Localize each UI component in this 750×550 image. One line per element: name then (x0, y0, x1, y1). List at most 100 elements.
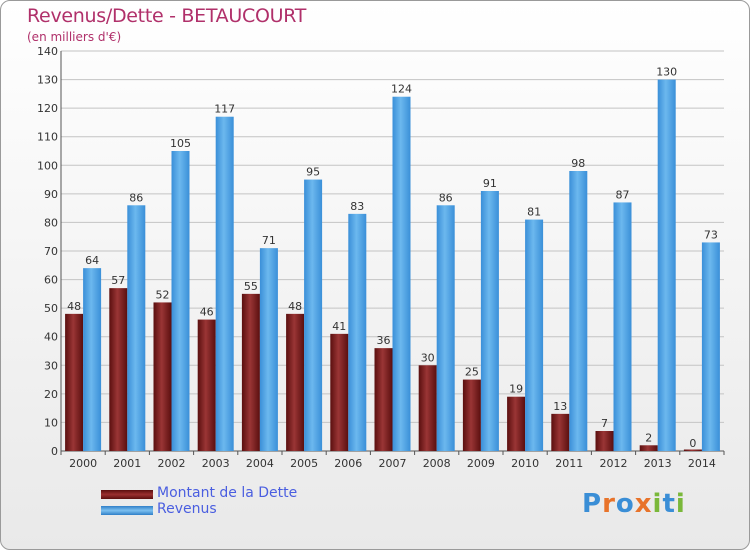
x-tick-label: 2011 (555, 457, 583, 470)
data-label-dette: 46 (200, 306, 214, 319)
y-tick-label: 0 (51, 445, 58, 458)
bar-dette (65, 313, 84, 451)
data-label-dette: 7 (601, 417, 608, 430)
data-label-revenus: 73 (704, 228, 718, 241)
bar-revenus (657, 79, 676, 452)
data-label-revenus: 91 (483, 177, 497, 190)
data-label-dette: 52 (156, 288, 170, 301)
bar-dette (639, 445, 658, 451)
data-label-dette: 2 (645, 431, 652, 444)
data-label-revenus: 124 (391, 83, 412, 96)
y-tick-label: 80 (44, 216, 58, 229)
bar-revenus (215, 116, 234, 451)
data-label-revenus: 86 (439, 191, 453, 204)
logo-letter: r (602, 489, 616, 519)
bar-revenus (613, 202, 632, 451)
data-label-dette: 13 (553, 400, 567, 413)
x-tick-label: 2001 (113, 457, 141, 470)
x-tick-label: 2010 (511, 457, 539, 470)
bar-dette (551, 413, 570, 451)
chart-title: Revenus/Dette - BETAUCOURT (27, 5, 307, 27)
data-label-dette: 57 (111, 274, 125, 287)
data-label-dette: 48 (67, 300, 81, 313)
logo-letter: i (675, 489, 686, 519)
bar-revenus (436, 205, 455, 451)
data-label-revenus: 87 (616, 188, 630, 201)
bar-revenus (171, 151, 190, 451)
data-label-dette: 36 (377, 334, 391, 347)
data-label-revenus: 117 (214, 103, 235, 116)
legend-swatch-dette (101, 490, 153, 499)
data-label-dette: 48 (288, 300, 302, 313)
logo-letter: x (634, 489, 653, 519)
data-label-revenus: 105 (170, 137, 191, 150)
proxiti-logo: Proxiti (582, 489, 686, 519)
y-tick-label: 100 (37, 159, 58, 172)
bar-dette (286, 313, 305, 451)
bar-revenus (392, 96, 411, 451)
bar-revenus (480, 191, 499, 451)
data-label-revenus: 95 (306, 166, 320, 179)
logo-letter: P (582, 489, 603, 519)
x-tick-label: 2000 (69, 457, 97, 470)
data-label-dette: 25 (465, 366, 479, 379)
x-tick-label: 2008 (423, 457, 451, 470)
data-label-dette: 30 (421, 351, 435, 364)
x-tick-label: 2004 (246, 457, 274, 470)
bar-dette (683, 449, 702, 451)
y-tick-label: 30 (44, 359, 58, 372)
x-tick-label: 2014 (688, 457, 716, 470)
x-tick-label: 2006 (334, 457, 362, 470)
data-label-revenus: 83 (350, 200, 364, 213)
bar-dette (462, 379, 481, 451)
bar-dette (197, 319, 216, 451)
bar-dette (330, 333, 349, 451)
y-tick-label: 110 (37, 131, 58, 144)
bar-revenus (127, 205, 146, 451)
x-tick-label: 2005 (290, 457, 318, 470)
data-label-revenus: 130 (656, 66, 677, 79)
y-tick-label: 20 (44, 388, 58, 401)
bar-dette (109, 288, 128, 451)
logo-letter: i (652, 489, 663, 519)
bar-dette (595, 431, 614, 451)
bar-revenus (83, 268, 102, 451)
bar-dette (374, 348, 393, 451)
data-label-revenus: 98 (571, 157, 585, 170)
logo-letter: t (662, 489, 676, 519)
data-label-revenus: 71 (262, 234, 276, 247)
logo-letter: o (615, 489, 635, 519)
x-tick-label: 2003 (202, 457, 230, 470)
data-label-revenus: 64 (85, 254, 99, 267)
bar-dette (241, 293, 260, 451)
bar-revenus (348, 213, 367, 451)
y-tick-label: 140 (37, 45, 58, 58)
bar-dette (418, 365, 437, 451)
bar-revenus (259, 248, 278, 451)
x-tick-label: 2009 (467, 457, 495, 470)
x-tick-label: 2007 (379, 457, 407, 470)
data-label-dette: 19 (509, 383, 523, 396)
bar-revenus (701, 242, 720, 451)
x-tick-label: 2012 (600, 457, 628, 470)
y-tick-label: 90 (44, 188, 58, 201)
chart-subtitle: (en milliers d'€) (27, 30, 122, 44)
y-tick-label: 70 (44, 245, 58, 258)
data-label-dette: 41 (332, 320, 346, 333)
legend-swatch-revenus (101, 506, 153, 515)
data-label-dette: 55 (244, 280, 258, 293)
y-tick-label: 60 (44, 274, 58, 287)
bar-revenus (569, 171, 588, 451)
data-label-revenus: 86 (129, 191, 143, 204)
bar-dette (153, 302, 172, 451)
bar-revenus (304, 179, 323, 452)
bar-dette (507, 396, 526, 451)
x-tick-label: 2002 (158, 457, 186, 470)
y-tick-label: 120 (37, 102, 58, 115)
legend-label-revenus: Revenus (157, 501, 217, 517)
x-tick-label: 2013 (644, 457, 672, 470)
y-tick-label: 50 (44, 302, 58, 315)
data-label-dette: 0 (689, 437, 696, 450)
